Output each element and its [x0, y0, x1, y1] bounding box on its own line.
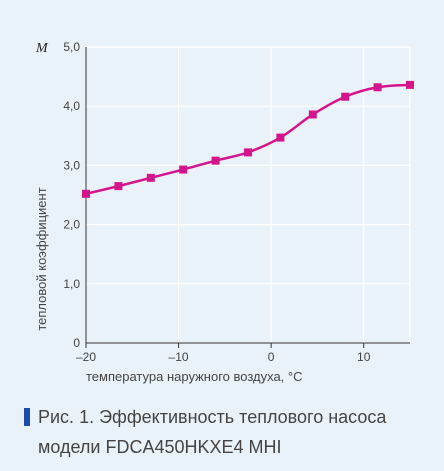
figure-caption: Рис. 1. Эффективность теплового насоса м… [24, 402, 424, 462]
x-tick-label: –20 [76, 350, 96, 364]
data-point [114, 182, 123, 191]
data-point [308, 110, 317, 119]
y-tick-label: 5,0 [63, 40, 80, 54]
caption-marker [24, 408, 30, 426]
y-tick-label: 3,0 [63, 158, 80, 172]
y-tick-label: 2,0 [63, 218, 80, 232]
data-point [406, 80, 414, 89]
y-tick-label: 4,0 [63, 99, 80, 113]
y-tick-label: 0 [73, 336, 80, 350]
data-point [146, 173, 155, 182]
y-axis-label: тепловой коэффициент [34, 187, 49, 330]
series-line [85, 83, 411, 196]
data-point [341, 92, 350, 101]
data-point [373, 83, 382, 92]
data-point [211, 156, 220, 165]
y-tick-label: 1,0 [63, 277, 80, 291]
data-points [82, 80, 414, 198]
y-symbol: M [35, 41, 49, 56]
data-point [82, 189, 90, 198]
data-point [179, 165, 188, 174]
x-axis-label: температура наружного воздуха, °C [86, 369, 303, 384]
x-tick-label: 0 [268, 350, 275, 364]
x-tick-label: 10 [357, 350, 371, 364]
x-tick-label: –10 [169, 350, 189, 364]
data-point [244, 148, 252, 157]
tick-labels: 0 1,0 2,0 3,0 4,0 5,0 –20 –10 0 10 [63, 40, 370, 364]
chart: 0 1,0 2,0 3,0 4,0 5,0 –20 –10 0 10 M тепловой коэ… [34, 40, 414, 384]
caption-text: Рис. 1. Эффективность теплового насоса м… [38, 407, 387, 457]
data-point [276, 133, 285, 142]
